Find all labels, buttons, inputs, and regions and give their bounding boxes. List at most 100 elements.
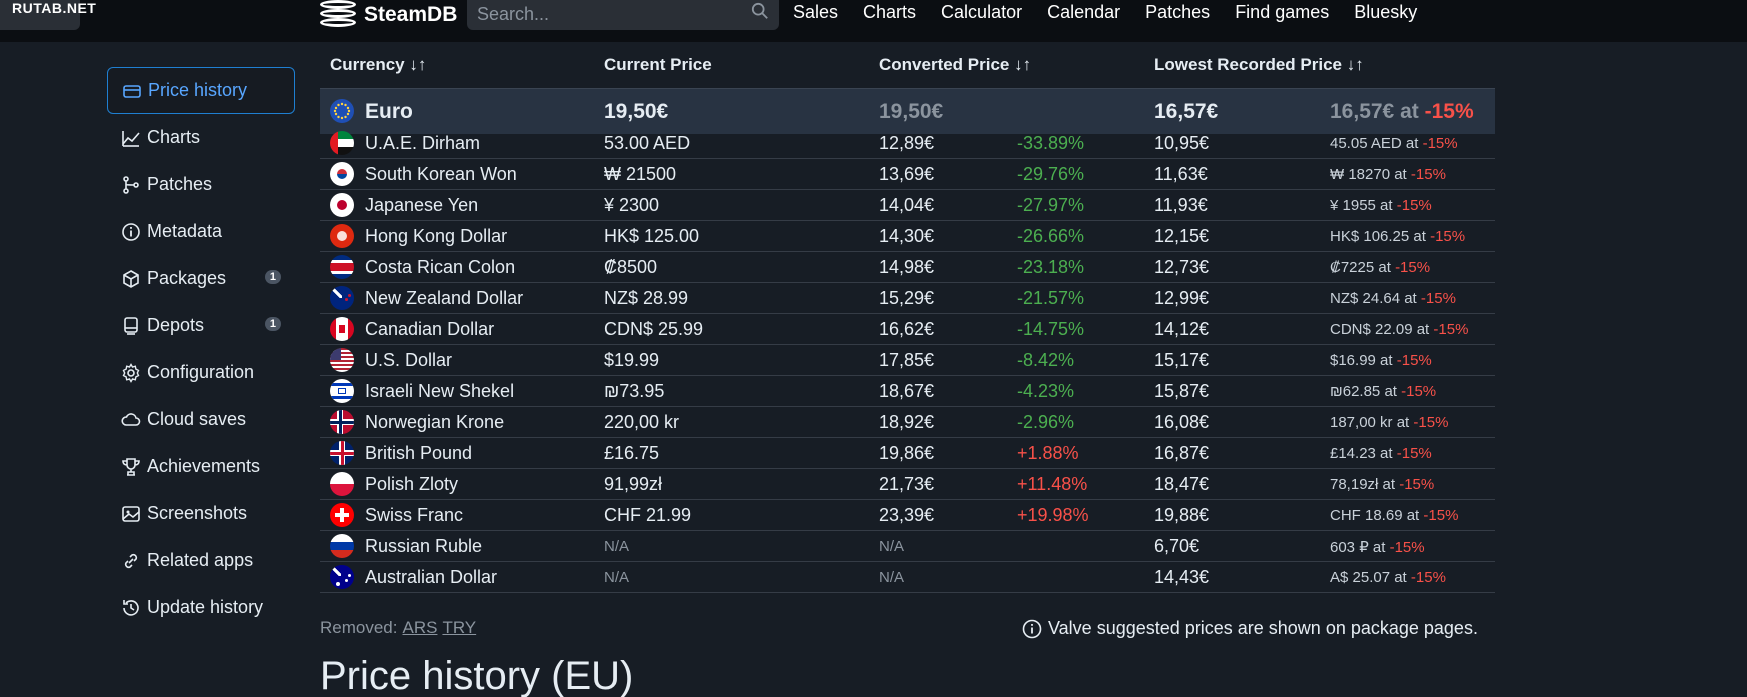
nav-calendar[interactable]: Calendar bbox=[1047, 2, 1121, 22]
table-row-euro: Euro 19,50€ 19,50€ 16,57€ 16,57€ at -15% bbox=[320, 88, 1495, 134]
converted-price: N/A bbox=[879, 538, 905, 555]
canadian-dollar-flag-icon bbox=[330, 317, 354, 341]
currency-name: South Korean Won bbox=[365, 164, 517, 184]
sidebar-item-label: Charts bbox=[147, 127, 201, 147]
sidebar-item-label: Cloud saves bbox=[147, 409, 247, 429]
lowest-price: 15,87€ bbox=[1154, 381, 1210, 401]
table-row: Hong Kong Dollar HK$ 125.00 14,30€ -26.66% 1… bbox=[320, 221, 1495, 252]
sidebar-item-metadata[interactable]: Metadata bbox=[107, 208, 295, 255]
converted-price: 18,92€ bbox=[879, 412, 935, 432]
nav-find-games[interactable]: Find games bbox=[1235, 2, 1330, 22]
chart-icon bbox=[122, 130, 140, 147]
sidebar-item-label: Price history bbox=[148, 80, 248, 100]
price-difference: -4.23% bbox=[1017, 381, 1075, 401]
lowest-price-detail: $16.99 at -15% bbox=[1330, 352, 1432, 369]
lowest-price: 14,43€ bbox=[1154, 567, 1210, 587]
table-row: Costa Rican Colon ₡8500 14,98€ -23.18% 12,73… bbox=[320, 252, 1495, 283]
lowest-price-detail: 603 ₽ at -15% bbox=[1330, 539, 1425, 556]
currency-name: Israeli New Shekel bbox=[365, 381, 515, 401]
price-difference: -33.89% bbox=[1017, 133, 1085, 153]
sidebar-item-depots[interactable]: Depots 1 bbox=[107, 302, 295, 349]
search-icon[interactable] bbox=[751, 2, 769, 20]
info-icon bbox=[1022, 619, 1042, 638]
nav-sales[interactable]: Sales bbox=[793, 2, 839, 22]
currency-name: Hong Kong Dollar bbox=[365, 226, 508, 246]
table-row: Russian Ruble N/A N/A 6,70€ 603 ₽ at -15% bbox=[320, 531, 1495, 562]
sidebar-item-achievements[interactable]: Achievements bbox=[107, 443, 295, 490]
table-row: U.S. Dollar $19.99 17,85€ -8.42% 15,17€ $16.9… bbox=[320, 345, 1495, 376]
info-icon bbox=[122, 222, 140, 241]
nav-calculator[interactable]: Calculator bbox=[941, 2, 1023, 22]
current-price: N/A bbox=[604, 538, 630, 555]
currency-name: Costa Rican Colon bbox=[365, 257, 516, 277]
sidebar-item-packages[interactable]: Packages 1 bbox=[107, 255, 295, 302]
site-logo[interactable]: SteamDB bbox=[320, 0, 457, 30]
lowest-price: 19,88€ bbox=[1154, 505, 1210, 525]
watermark-text: RUTAB.NET bbox=[12, 0, 97, 16]
nav-patches[interactable]: Patches bbox=[1145, 2, 1211, 22]
currency-name: Japanese Yen bbox=[365, 195, 479, 215]
british-pound-flag-icon bbox=[330, 441, 354, 465]
current-price: 91,99zł bbox=[604, 474, 663, 494]
nav-bluesky[interactable]: Bluesky bbox=[1354, 2, 1418, 22]
current-price: N/A bbox=[604, 569, 630, 586]
table-row: British Pound £16.75 19,86€ +1.88% 16,87€ £14… bbox=[320, 438, 1495, 469]
top-bar bbox=[0, 0, 1747, 42]
section-title: Price history (EU) bbox=[320, 654, 634, 697]
current-price: CHF 21.99 bbox=[604, 505, 692, 525]
hong-kong-dollar-flag-icon bbox=[330, 224, 354, 248]
header-converted-price[interactable]: Converted Price ↓↑ bbox=[879, 55, 1032, 74]
lowest-price: 6,70€ bbox=[1154, 536, 1200, 556]
box-icon bbox=[123, 269, 139, 288]
sidebar-item-label: Configuration bbox=[147, 362, 255, 382]
current-price: HK$ 125.00 bbox=[604, 226, 700, 246]
removed-label: Removed: bbox=[320, 618, 398, 637]
price-tag-icon bbox=[123, 84, 141, 98]
polish-zloty-flag-icon bbox=[330, 472, 354, 496]
currency-name: British Pound bbox=[365, 443, 473, 463]
table-row: Japanese Yen ¥ 2300 14,04€ -27.97% 11,93€ ¥ 1… bbox=[320, 190, 1495, 221]
header-lowest-price[interactable]: Lowest Recorded Price ↓↑ bbox=[1154, 55, 1364, 74]
sidebar-item-patches[interactable]: Patches bbox=[107, 161, 295, 208]
south-korean-won-flag-icon bbox=[330, 162, 354, 186]
lowest-price: 12,99€ bbox=[1154, 288, 1210, 308]
nav-charts[interactable]: Charts bbox=[863, 2, 917, 22]
main-nav: Sales Charts Calculator Calendar Patches Find… bbox=[793, 2, 1442, 23]
header-currency[interactable]: Currency ↓↑ bbox=[330, 55, 427, 74]
sidebar-item-screenshots[interactable]: Screenshots bbox=[107, 490, 295, 537]
lowest-price-detail: ₩ 18270 at -15% bbox=[1330, 166, 1446, 183]
image-icon bbox=[122, 505, 140, 522]
japanese-yen-flag-icon bbox=[330, 193, 354, 217]
removed-try-link[interactable]: TRY bbox=[442, 618, 477, 637]
table-row: Australian Dollar N/A N/A 14,43€ A$ 25.07 at… bbox=[320, 562, 1495, 593]
removed-ars-link[interactable]: ARS bbox=[402, 618, 438, 637]
converted-price: 18,67€ bbox=[879, 381, 935, 401]
search-input[interactable]: Search... bbox=[467, 0, 779, 30]
currency-name: Norwegian Krone bbox=[365, 412, 505, 432]
steamdb-logo-icon bbox=[320, 0, 356, 30]
currency-name: New Zealand Dollar bbox=[365, 288, 524, 308]
table-row: Israeli New Shekel ₪73.95 18,67€ -4.23% 15,8… bbox=[320, 376, 1495, 407]
current-price: ₪73.95 bbox=[604, 381, 665, 401]
sidebar-item-label: Update history bbox=[147, 597, 264, 617]
sidebar-item-price-history[interactable]: Price history bbox=[107, 67, 295, 114]
euro-name: Euro bbox=[365, 100, 413, 123]
price-difference: -27.97% bbox=[1017, 195, 1085, 215]
sidebar-item-update-history[interactable]: Update history bbox=[107, 584, 295, 631]
current-price: 220,00 kr bbox=[604, 412, 680, 432]
converted-price: 12,89€ bbox=[879, 133, 935, 153]
converted-price: 14,30€ bbox=[879, 226, 935, 246]
sidebar-item-related-apps[interactable]: Related apps bbox=[107, 537, 295, 584]
currency-name: Russian Ruble bbox=[365, 536, 483, 556]
lowest-price-detail: CHF 18.69 at -15% bbox=[1330, 507, 1459, 524]
sidebar-item-charts[interactable]: Charts bbox=[107, 114, 295, 161]
costa-rican-colon-flag-icon bbox=[330, 255, 354, 279]
sidebar-item-configuration[interactable]: Configuration bbox=[107, 349, 295, 396]
lowest-price-detail: ¥ 1955 at -15% bbox=[1330, 197, 1432, 214]
euro-lowest: 16,57€ bbox=[1154, 100, 1219, 123]
current-price: $19.99 bbox=[604, 350, 660, 370]
u-a-e-dirham-flag-icon bbox=[330, 131, 354, 155]
sidebar-item-cloud-saves[interactable]: Cloud saves bbox=[107, 396, 295, 443]
converted-price: 16,62€ bbox=[879, 319, 935, 339]
price-difference: -2.96% bbox=[1017, 412, 1075, 432]
